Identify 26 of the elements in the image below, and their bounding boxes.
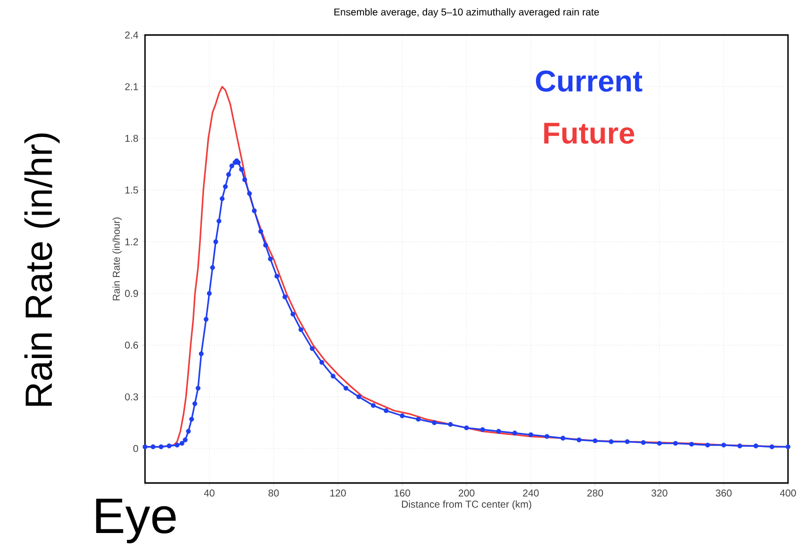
- y-tick-label: 2.4: [125, 32, 138, 38]
- y-tick-label: 0.3: [125, 393, 138, 400]
- x-tick-label: 160: [394, 490, 410, 497]
- text: Current: [536, 70, 642, 92]
- x-tick-label: 280: [587, 490, 604, 497]
- x-tick-label: 240: [522, 490, 539, 497]
- y-tick-label: 0.6: [125, 342, 138, 349]
- y-tick-label: 1.5: [125, 186, 138, 194]
- x-tick-label: 200: [458, 490, 474, 497]
- x-tick-label: 320: [651, 490, 668, 497]
- y-tick-label: 2.1: [125, 83, 138, 90]
- chart-title: Ensemble average, day 5–10 azimuthally averaged rain rate: [334, 8, 599, 18]
- text: Eye: [96, 498, 176, 544]
- x-tick-label: 120: [330, 490, 346, 497]
- x-tick-label: 360: [716, 490, 732, 497]
- y-tick-label: 0: [133, 445, 138, 452]
- text: Future: [544, 122, 634, 144]
- x-axis-title: Distance from TC center (km): [402, 500, 532, 510]
- y-tick-label: 1.2: [125, 238, 138, 246]
- x-tick-label: 80: [268, 490, 279, 497]
- y-axis-title: Rain Rate (in/hour): [112, 218, 122, 300]
- y-tick-label: 0.9: [125, 290, 138, 297]
- y-tick-label: 1.8: [125, 134, 138, 142]
- x-tick-label: 400: [780, 490, 796, 497]
- text: Rain Rate (in/hr): [24, 134, 60, 406]
- x-tick-label: 40: [204, 490, 214, 497]
